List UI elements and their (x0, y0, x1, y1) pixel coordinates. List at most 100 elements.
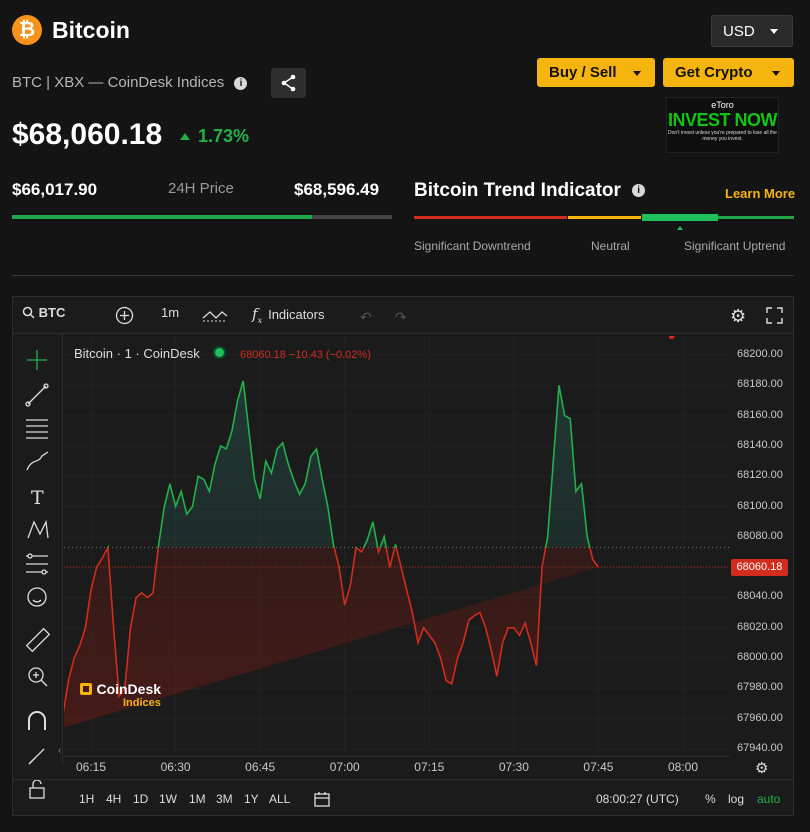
indicators-button[interactable]: fx Indicators (252, 305, 324, 325)
auto-scale-toggle[interactable]: auto (757, 792, 781, 806)
range-1y[interactable]: 1Y (244, 792, 259, 806)
pattern-tool-icon (27, 519, 49, 539)
time-tick-label: 07:30 (498, 760, 529, 774)
price-tick-label: 68160.00 (737, 408, 783, 421)
symbol-search[interactable]: BTC (22, 305, 65, 320)
indicators-label: Indicators (268, 307, 325, 322)
share-icon (281, 74, 296, 92)
series-name: Bitcoin · 1 · CoinDesk (74, 346, 200, 361)
info-icon[interactable]: i (234, 76, 248, 90)
page-title: Bitcoin (52, 17, 130, 43)
ad-headline: INVEST NOW (667, 110, 778, 130)
etoro-ad-banner[interactable]: eToro INVEST NOW Don't invest unless you… (666, 97, 779, 153)
area-fill-above-baseline (158, 380, 590, 548)
time-tick-label: 06:30 (160, 760, 191, 774)
trend-indicator-title: Bitcoin Trend Indicator i (414, 180, 646, 202)
utc-clock[interactable]: 08:00:27 (UTC) (596, 792, 679, 806)
price-tick-label: 68020.00 (737, 620, 783, 633)
price-line-above-baseline (107, 380, 591, 548)
ohlc-values: 68060.18 −10.43 (−0.02%) (239, 349, 371, 361)
pencil-lock-icon (28, 748, 45, 765)
range-1m[interactable]: 1M (189, 792, 206, 806)
trend-title-text: Bitcoin Trend Indicator (414, 180, 621, 201)
lock-icon (29, 779, 45, 799)
get-crypto-button[interactable]: Get Crypto (663, 58, 794, 87)
trend-segment-downtrend (414, 216, 567, 219)
log-scale-toggle[interactable]: log (728, 792, 745, 806)
share-button[interactable] (271, 68, 306, 98)
currency-select[interactable]: USD (711, 15, 793, 47)
coindesk-logo-icon (80, 683, 92, 695)
range-label: 24H Price (168, 180, 234, 197)
price-series (64, 336, 675, 728)
zoom-in-icon (28, 667, 48, 687)
plus-circle-icon (115, 306, 134, 325)
price-tick-label: 68000.00 (737, 651, 783, 664)
trend-line-tool-icon (25, 383, 49, 407)
trend-pointer-icon (677, 226, 683, 230)
watermark-line2: Indices (123, 697, 161, 709)
range-bar-fill (12, 215, 313, 219)
line-chart-type-icon (202, 311, 228, 322)
trend-label-neutral: Neutral (591, 239, 630, 253)
price-tick-label: 68140.00 (737, 438, 783, 451)
price-tick-label: 68200.00 (737, 348, 783, 360)
ad-disclaimer: Don't invest unless you're prepared to l… (668, 130, 777, 142)
ad-brand: eToro (711, 100, 734, 110)
price-tick-label: 68040.00 (737, 590, 783, 603)
redo-icon[interactable]: ↷ (395, 309, 407, 325)
collapse-arrow-icon[interactable]: ‹ (58, 745, 62, 756)
trend-label-uptrend: Significant Uptrend (684, 239, 786, 253)
settings-gear-icon[interactable]: ⚙ (730, 306, 747, 326)
fib-tool-icon (26, 419, 48, 439)
percent-scale-toggle[interactable]: % (705, 792, 716, 806)
arrow-up-icon (180, 133, 190, 140)
interval-button[interactable]: 1m (161, 305, 180, 320)
tools-divider (62, 334, 63, 764)
axis-settings-gear-icon[interactable]: ⚙ (755, 760, 769, 777)
range-3m[interactable]: 3M (216, 792, 233, 806)
range-4h[interactable]: 4H (106, 792, 122, 806)
fullscreen-icon[interactable] (766, 307, 783, 329)
chevron-down-icon (633, 71, 641, 76)
date-range-icon[interactable] (313, 790, 331, 813)
magnet-icon (28, 711, 46, 730)
range-all[interactable]: ALL (269, 792, 291, 806)
emoji-tool-icon (27, 587, 47, 607)
last-price-dot (668, 336, 675, 339)
time-tick-label: 07:00 (329, 760, 360, 774)
undo-icon[interactable]: ↶ (360, 309, 372, 325)
range-1h[interactable]: 1H (79, 792, 95, 806)
bottom-divider (12, 779, 794, 780)
projection-tool-icon (26, 553, 48, 575)
price-change: 1.73% (180, 126, 249, 147)
price-chart-plot[interactable] (64, 336, 730, 756)
function-icon: fx (252, 305, 263, 325)
time-tick-label: 06:15 (76, 760, 107, 774)
price-tick-label: 68120.00 (737, 469, 783, 482)
asset-subtitle-text: BTC | XBX — CoinDesk Indices (12, 74, 225, 91)
get-crypto-label: Get Crypto (675, 64, 753, 81)
last-price-label: 68060.18 (731, 559, 788, 577)
trend-label-downtrend: Significant Downtrend (414, 239, 531, 253)
series-header: Bitcoin · 1 · CoinDesk 68060.18 −10.43 (… (74, 346, 371, 361)
brush-tool-icon (26, 451, 49, 471)
price-tick-label: 67960.00 (737, 711, 783, 724)
time-tick-label: 06:45 (245, 760, 276, 774)
time-axis[interactable]: 06:15 06:30 06:45 07:00 07:15 07:30 07:45 08:00 (64, 760, 730, 776)
buy-sell-button[interactable]: Buy / Sell (537, 58, 655, 87)
range-1d[interactable]: 1D (133, 792, 149, 806)
price-axis[interactable]: 68200.00 68180.00 68160.00 68140.00 68120.00… (737, 336, 793, 756)
learn-more-link[interactable]: Learn More (725, 186, 796, 201)
watermark-line1: CoinDesk (96, 681, 162, 697)
current-price: $68,060.18 (12, 118, 163, 151)
search-icon (22, 306, 35, 319)
time-tick-label: 08:00 (668, 760, 699, 774)
chart-type-button[interactable] (202, 308, 228, 329)
range-low: $66,017.90 (12, 180, 98, 199)
range-1w[interactable]: 1W (159, 792, 177, 806)
drawing-tools: T (25, 350, 51, 799)
bitcoin-logo-icon: ₿ (12, 15, 42, 45)
info-icon[interactable]: i (632, 184, 646, 198)
add-symbol-button[interactable] (115, 306, 134, 330)
